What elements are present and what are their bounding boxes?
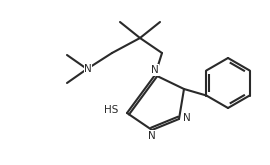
Text: N: N [183, 113, 191, 123]
Text: N: N [151, 65, 159, 75]
Text: HS: HS [104, 105, 118, 115]
Text: N: N [148, 131, 156, 141]
Text: N: N [84, 64, 92, 74]
